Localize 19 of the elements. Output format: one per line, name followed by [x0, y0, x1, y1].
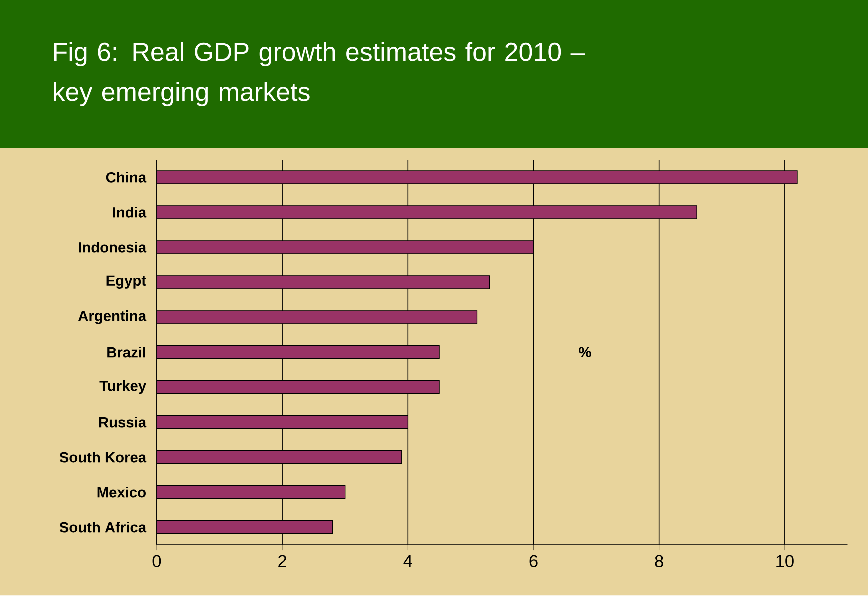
y-tick-label: South Africa	[60, 522, 147, 533]
y-tick-label: Brazil	[108, 347, 146, 358]
y-tick-label: South Korea	[60, 452, 147, 463]
y-tick-label: Turkey	[100, 380, 146, 394]
y-tick-label: Egypt	[106, 276, 146, 290]
y-tick-label: India	[113, 207, 147, 218]
x-axis-title: %	[579, 347, 592, 358]
y-tick-label: Russia	[99, 417, 147, 428]
x-tick-label: 6	[530, 555, 538, 568]
x-tick-label: 2	[278, 555, 286, 568]
y-tick-label: Indonesia	[79, 242, 147, 253]
x-tick-label: 0	[152, 555, 162, 568]
y-tick-label: China	[106, 172, 147, 183]
y-tick-label: Mexico	[98, 487, 146, 498]
x-tick-label: 8	[655, 555, 664, 568]
x-tick-label: 4	[404, 555, 412, 568]
y-tick-label: Argentina	[78, 310, 147, 324]
x-tick-label: 10	[776, 555, 794, 568]
chart-title: Fig 6: Real GDP growth estimates for 2010 – key emerging markets	[54, 42, 586, 107]
